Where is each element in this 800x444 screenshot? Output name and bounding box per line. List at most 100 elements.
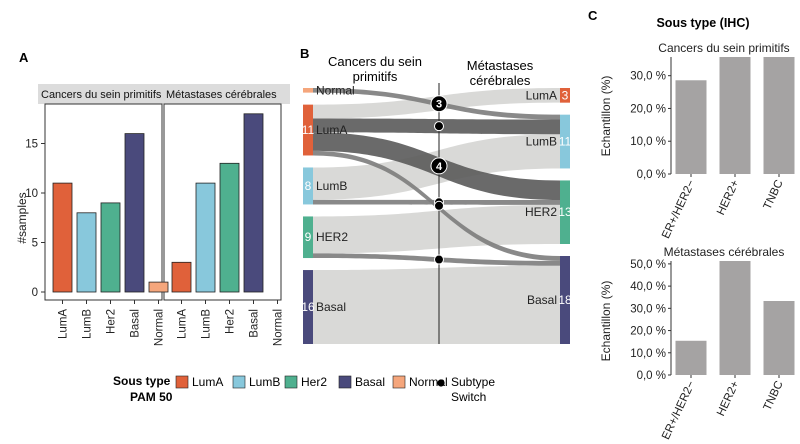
switch-marker [434,200,444,211]
x-tick-labels-primary: LumA LumB Her2 Basal Normal [58,300,166,346]
c-y-tick-label: 40,0 % [630,281,666,293]
bar-cancers-du-sein-primitifs-basal [124,133,145,293]
panel-b-label: B [300,46,309,61]
bar-m-tastases-c-r-brales-her2 [219,162,240,293]
sankey-node-label-right-her2: HER2 [525,205,557,219]
c-y-tick-label: 30,0 % [630,303,666,315]
c-y-tick-label: 30,0 % [630,71,666,83]
y-tick-label: 15 [25,139,38,151]
legend-label-normal: Normal [409,375,448,389]
x-tick-label-her2: Her2 [106,309,118,334]
c-bar-m-tastases-c-r-brales-tnbc [763,301,795,375]
x-tick-label-basal: Basal [249,309,261,338]
sankey-node-count-right-her2: 13 [558,205,572,219]
facet-frame-primary [44,103,163,301]
sankey-node-count-right-basal: 18 [558,293,572,307]
x-tick-label-normal: Normal [154,309,166,346]
sankey-node-right-her2 [560,180,570,244]
x-tick-labels-metastasis: LumA LumB Her2 Basal Normal [177,300,285,346]
legend-title-line2: PAM 50 [130,390,173,404]
c-y-tick-label: 10,0 % [630,348,666,360]
legend-switch-line1: Subtype [451,375,495,389]
y-axis: 0 5 10 15 [25,139,45,299]
x-tick-label-her2: Her2 [225,309,237,334]
c-y-axis-title-metastasis: Echantillon (%) [599,281,613,362]
c-y-tick-label: 20,0 % [630,326,666,338]
y-tick-label: 10 [25,188,38,200]
flow-basal-to-basal [313,265,560,344]
switch-markers: 34 [430,95,448,265]
x-tick-label-basal: Basal [130,309,142,338]
legend-label-her2: Her2 [301,375,327,389]
c-y-tick-label: 50,0 % [630,259,666,271]
sankey-right-title-line1: Métastases [467,58,534,73]
c-y-tick-label: 0,0 % [637,370,666,382]
legend-swatch-luma [175,375,189,389]
sankey-node-right-luma [560,88,570,103]
sankey-node-label-left-luma: LumA [316,123,347,137]
x-tick-label-lumb: LumB [201,309,213,339]
facet-strip-primary: Cancers du sein primitifs [41,89,162,101]
panel-c: C Sous type (IHC) Cancers du sein primit… [588,8,795,442]
legend-title-line1: Sous type [113,374,171,388]
sankey-node-count-left-luma: 11 [302,123,315,137]
switch-marker [434,254,444,265]
sankey-node-label-left-basal: Basal [316,300,346,314]
c-y-tick-label: 20,0 % [630,103,666,115]
legend: Sous type PAM 50 LumA LumB Her2 Basal Normal… [113,374,495,404]
x-tick-label-lumb: LumB [82,309,94,339]
c-bar-cancers-du-sein-primitifs-her2 [719,57,751,174]
sankey-node-left-normal [303,88,313,93]
sankey-left-title-line1: Cancers du sein [328,54,422,69]
legend-switch-line2: Switch [451,390,486,404]
sankey-node-label-left-her2: HER2 [316,230,348,244]
switch-marker [430,95,448,113]
sankey-node-left-luma [303,104,313,156]
legend-label-basal: Basal [355,375,385,389]
c-chart-metastasis: 0,0 % 10,0 % 20,0 % 30,0 % 40,0 % 50,0 % ER+/H… [630,259,795,442]
panel-a: A Cancers du sein primitifs Métastases c… [15,50,290,346]
bar-cancers-du-sein-primitifs-her2 [100,202,121,293]
c-bar-cancers-du-sein-primitifs-tnbc [763,57,795,174]
c-chart-primary: 0,0 % 10,0 % 20,0 % 30,0 % ER+/HER2− HER2+ TNB… [630,57,795,241]
sankey-node-right-lumb [560,114,570,169]
bars-primary [52,133,169,293]
switch-marker-count: 3 [436,99,442,111]
sankey-node-label-left-normal: Normal [316,83,355,97]
bar-m-tastases-c-r-brales-luma [171,261,192,293]
c-x-tick-label-tnbc: TNBC [762,379,786,412]
legend-items: LumA LumB Her2 Basal Normal [175,375,448,389]
legend-swatch-lumb [232,375,246,389]
panel-c-heading: Sous type (IHC) [656,16,749,30]
legend-swatch-normal [392,375,406,389]
sankey-node-count-right-lumb: 11 [559,135,572,149]
panel-c-label: C [588,8,598,23]
switch-marker [430,157,448,175]
bar-cancers-du-sein-primitifs-normal [148,281,169,293]
c-facet-title-metastasis: Métastases cérébrales [664,245,785,259]
c-bar-m-tastases-c-r-brales-her2 [719,261,751,375]
sankey-left-title-line2: primitifs [353,69,398,84]
c-x-tick-label-tnbc: TNBC [762,178,786,211]
sankey-node-count-left-lumb: 8 [305,179,312,193]
flow-her2-to-her2 [313,204,560,254]
legend-swatch-basal [338,375,352,389]
x-tick-label-luma: LumA [58,309,70,339]
switch-marker [434,121,444,132]
bar-cancers-du-sein-primitifs-luma [52,182,73,293]
c-bar-cancers-du-sein-primitifs-er-her2 [675,80,707,174]
sankey-node-count-right-luma: 3 [562,88,569,102]
panel-a-label: A [19,50,29,65]
facet-strip-metastasis: Métastases cérébrales [166,89,277,101]
panel-b: B Cancers du sein primitifs Métastases c… [300,46,572,344]
legend-label-lumb: LumB [249,375,280,389]
switch-marker-count: 4 [436,161,443,173]
c-x-tick-label-er-her2: ER+/HER2− [660,178,698,241]
sankey-node-count-left-basal: 16 [301,300,315,314]
y-tick-label: 0 [32,287,38,299]
bar-m-tastases-c-r-brales-basal [243,113,264,293]
bar-m-tastases-c-r-brales-lumb [195,182,216,293]
c-y-axis-title-primary: Echantillon (%) [599,76,613,157]
